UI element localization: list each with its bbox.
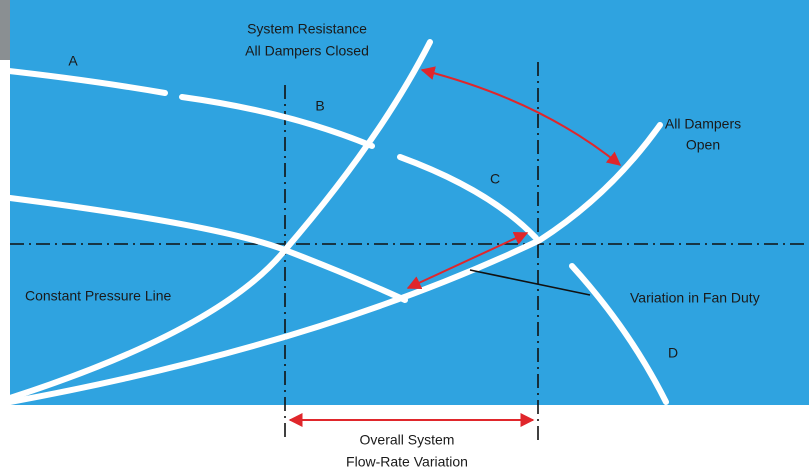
label: Flow-Rate Variation — [346, 454, 468, 470]
fan-curve-b — [179, 94, 375, 149]
photo-fragment — [0, 0, 10, 60]
label: All Dampers — [665, 116, 741, 132]
fan-curve-d — [569, 263, 669, 405]
curve-letter: C — [490, 171, 500, 187]
label: All Dampers Closed — [245, 43, 369, 59]
fan-curve-a — [0, 67, 168, 96]
label: Overall System — [360, 432, 455, 448]
label: Open — [686, 137, 720, 153]
fan-duty-arrow — [406, 231, 529, 290]
constant-pressure-curve — [7, 195, 408, 303]
fan-curve-c — [397, 154, 539, 241]
curve-letter: A — [68, 53, 78, 69]
label: System Resistance — [247, 21, 367, 37]
curve-letter: D — [668, 345, 678, 361]
curve-letter: B — [315, 98, 324, 114]
label: Variation in Fan Duty — [630, 290, 760, 306]
damper-range-arrow — [420, 66, 622, 166]
chart-area — [10, 0, 809, 405]
system-resistance-closed — [7, 39, 433, 401]
leader-line — [469, 269, 591, 296]
label: Constant Pressure Line — [25, 288, 172, 304]
